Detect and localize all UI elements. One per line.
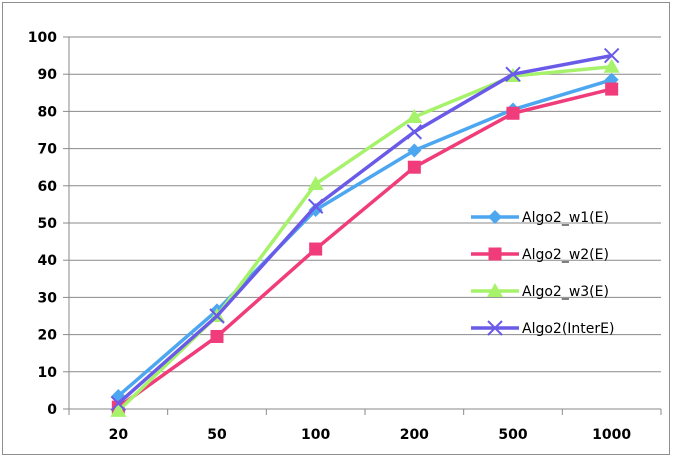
series-Algo2(InterE): [110, 47, 620, 412]
y-tick-label: 40: [38, 253, 58, 269]
y-tick-label: 10: [38, 365, 58, 381]
data-point: [505, 66, 521, 82]
data-point: [308, 202, 323, 217]
x-tick-label: 50: [207, 427, 227, 443]
data-point: [309, 242, 323, 256]
legend: Algo2_w1(E) Algo2_w2(E) Algo2_w3(E) Algo2(I…: [471, 210, 614, 337]
legend-entry: Algo2(InterE): [471, 320, 614, 337]
data-point: [307, 175, 324, 190]
y-tick-label: 80: [38, 104, 58, 120]
x-tick-label: 500: [498, 427, 527, 443]
y-tick-label: 20: [38, 328, 58, 344]
y-tick-label: 50: [38, 216, 58, 232]
legend-entry: Algo2_w3(E): [471, 283, 609, 300]
data-point: [406, 124, 423, 140]
series-line: [117, 87, 613, 409]
data-point: [110, 395, 127, 412]
legend-marker: [488, 247, 502, 261]
data-point: [407, 143, 422, 158]
line-chart: 0 10 20 30 40 50 60 70 80 90 100 20 50 100 200 500 1000…: [28, 30, 662, 443]
x-tick-label: 200: [400, 427, 429, 443]
legend-label: Algo2(InterE): [522, 321, 614, 337]
y-tick-label: 70: [38, 142, 58, 158]
series-Algo2_w1(E): [111, 72, 619, 403]
y-tick-label: 30: [38, 290, 58, 306]
legend-entry: Algo2_w2(E): [471, 247, 609, 263]
legend-marker: [487, 283, 503, 297]
y-tick-label: 60: [38, 179, 58, 195]
data-point: [209, 308, 225, 324]
y-tick-label: 100: [28, 30, 57, 46]
data-point: [110, 402, 127, 417]
data-point: [603, 58, 620, 73]
y-axis-tick-labels: 0 10 20 30 40 50 60 70 80 90 100: [28, 30, 57, 418]
x-tick-label: 1000: [592, 427, 631, 443]
x-tick-label: 100: [301, 427, 330, 443]
series-Algo2_w3(E): [110, 58, 620, 417]
legend-marker: [487, 320, 503, 336]
data-point: [407, 160, 421, 174]
legend-label: Algo2_w1(E): [522, 210, 609, 226]
chart-frame: 0 10 20 30 40 50 60 70 80 90 100 20 50 100 200 500 1000…: [2, 2, 670, 455]
data-point: [210, 329, 224, 343]
gridlines: [69, 36, 661, 373]
series-line: [117, 65, 612, 413]
legend-label: Algo2_w3(E): [522, 284, 609, 300]
x-axis-tick-labels: 20 50 100 200 500 1000: [109, 427, 632, 443]
data-point: [506, 106, 520, 120]
legend-label: Algo2_w2(E): [522, 247, 609, 263]
data-point: [406, 108, 423, 123]
y-tick-label: 0: [47, 402, 57, 418]
series-line: [117, 53, 612, 405]
series-lines: [110, 47, 620, 417]
x-tick-label: 20: [109, 427, 129, 443]
legend-marker: [488, 210, 502, 224]
y-tick-label: 90: [38, 67, 58, 83]
series-line: [117, 78, 613, 398]
legend-entry: Algo2_w1(E): [471, 210, 609, 226]
axes: [63, 36, 662, 415]
data-point: [605, 82, 619, 96]
data-point: [307, 198, 324, 214]
data-point: [603, 47, 620, 64]
